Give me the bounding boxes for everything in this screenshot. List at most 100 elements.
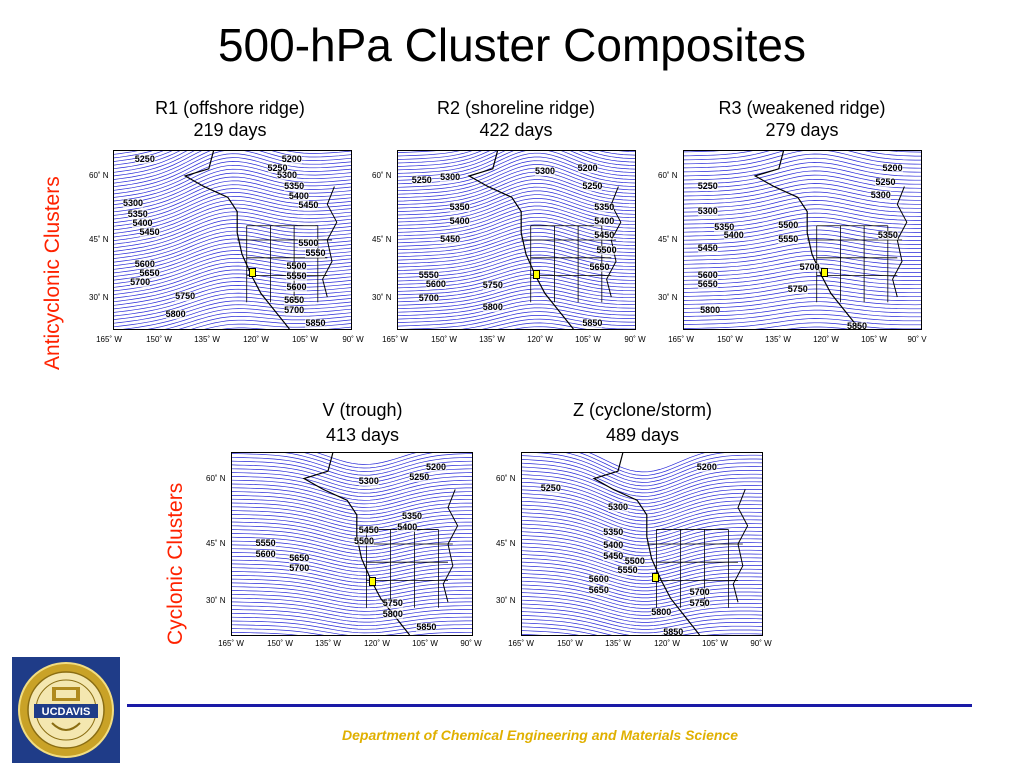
contour-line bbox=[232, 612, 472, 627]
contour-line bbox=[684, 221, 921, 237]
lon-label-165w: 165˚ W bbox=[508, 639, 534, 648]
lon-label-120w: 120˚ W bbox=[527, 335, 553, 344]
contour-line bbox=[522, 596, 762, 616]
contour-label: 5600 bbox=[588, 574, 609, 585]
contour-line bbox=[522, 512, 762, 539]
lon-label-90w: 90˚ W bbox=[342, 335, 364, 344]
contour-line bbox=[114, 211, 351, 245]
contour-label: 5450 bbox=[440, 234, 461, 244]
contour-line bbox=[522, 634, 544, 635]
contour-line bbox=[522, 527, 762, 553]
contour-line bbox=[522, 508, 762, 536]
seal-icon: UCDAVIS bbox=[12, 657, 120, 763]
contour-label: 5500 bbox=[778, 219, 799, 230]
contour-line bbox=[304, 453, 433, 469]
footer-divider bbox=[127, 704, 972, 707]
contour-label: 5450 bbox=[594, 230, 615, 241]
contour-label: 5200 bbox=[577, 162, 598, 173]
contour-line bbox=[522, 516, 762, 543]
contour-line bbox=[684, 153, 921, 173]
slide-title: 500-hPa Cluster Composites bbox=[217, 19, 807, 71]
panel-z: Z (cyclone/storm) 489 days 5200 5250 5300 5… bbox=[496, 400, 780, 655]
contour-line bbox=[232, 593, 472, 609]
contour-label: 5200 bbox=[426, 461, 447, 472]
lat-label-30n: 30˚ N bbox=[89, 293, 109, 302]
contour-line bbox=[522, 523, 762, 550]
contour-line bbox=[684, 242, 921, 257]
contour-label: 5350 bbox=[877, 230, 898, 241]
contour-label: 5800 bbox=[700, 305, 721, 316]
contour-line bbox=[522, 561, 762, 585]
department-footer: Department of Chemical Engineering and M… bbox=[342, 727, 738, 743]
contour-line bbox=[398, 151, 635, 171]
panel-days: 219 days bbox=[193, 120, 267, 140]
contour-label: 5650 bbox=[139, 267, 160, 278]
contour-label: 5300 bbox=[358, 476, 379, 487]
contour-line bbox=[522, 557, 762, 581]
contour-line bbox=[522, 493, 762, 522]
contour-label: 5350 bbox=[594, 201, 615, 212]
contour-line bbox=[684, 151, 921, 165]
lon-label-135w: 135˚ W bbox=[605, 639, 631, 648]
contour-line bbox=[232, 563, 472, 580]
contour-line bbox=[398, 269, 635, 292]
contour-label: 5700 bbox=[284, 305, 305, 316]
contour-line bbox=[522, 542, 762, 567]
lon-label-135w: 135˚ W bbox=[315, 639, 341, 648]
contour-line bbox=[316, 453, 416, 465]
contour-line bbox=[232, 571, 472, 587]
contour-line bbox=[398, 151, 635, 178]
contour-line bbox=[114, 296, 351, 324]
contour-label: 5750 bbox=[482, 280, 503, 291]
contour-line bbox=[398, 292, 635, 313]
contour-lines bbox=[232, 453, 472, 635]
lon-label-105w: 105˚ W bbox=[575, 335, 601, 344]
lon-label-90w: 90˚ W bbox=[750, 639, 772, 648]
contour-line bbox=[522, 550, 762, 574]
contour-line bbox=[232, 472, 472, 494]
contour-line bbox=[114, 300, 351, 328]
contour-label: 5850 bbox=[305, 317, 326, 328]
contour-line bbox=[522, 599, 762, 620]
contour-line bbox=[398, 288, 635, 310]
panel-title: R1 (offshore ridge) bbox=[155, 98, 305, 118]
contour-line bbox=[398, 151, 635, 160]
contour-line bbox=[114, 269, 351, 299]
contour-label: 5250 bbox=[582, 180, 603, 191]
contour-line bbox=[114, 273, 351, 303]
contour-line bbox=[232, 590, 472, 605]
contour-label: 5400 bbox=[603, 539, 624, 550]
contour-line bbox=[232, 483, 472, 505]
contour-label: 5700 bbox=[130, 276, 151, 287]
contour-line bbox=[114, 277, 351, 306]
contour-label: 5650 bbox=[289, 552, 310, 563]
contour-label: 5600 bbox=[255, 548, 276, 559]
lon-label-90w: 90˚ W bbox=[460, 639, 482, 648]
contour-line bbox=[232, 479, 472, 501]
contour-line bbox=[114, 223, 351, 256]
contour-line bbox=[522, 584, 762, 606]
contour-label: 5450 bbox=[139, 226, 160, 237]
contour-label: 5800 bbox=[382, 608, 403, 619]
contour-label: 5500 bbox=[596, 244, 617, 255]
contour-label: 5600 bbox=[134, 258, 155, 269]
contour-line bbox=[114, 257, 351, 288]
contour-line bbox=[398, 151, 635, 174]
contour-label: 5800 bbox=[482, 301, 503, 312]
contour-line bbox=[754, 322, 921, 329]
contour-line bbox=[398, 239, 635, 264]
contour-line bbox=[398, 284, 635, 306]
lat-label-60n: 60˚ N bbox=[89, 171, 109, 180]
contour-line bbox=[785, 326, 851, 329]
contour-line bbox=[232, 628, 472, 635]
contour-label: 5750 bbox=[175, 290, 196, 301]
contour-line bbox=[114, 151, 351, 180]
lat-label-30n: 30˚ N bbox=[658, 293, 678, 302]
contour-line bbox=[398, 186, 635, 216]
contour-line bbox=[232, 616, 472, 630]
contour-label: 5450 bbox=[358, 525, 379, 536]
contour-line bbox=[232, 498, 472, 519]
contour-line bbox=[232, 632, 299, 635]
contour-line bbox=[579, 453, 725, 476]
contour-label: 5400 bbox=[594, 216, 615, 227]
